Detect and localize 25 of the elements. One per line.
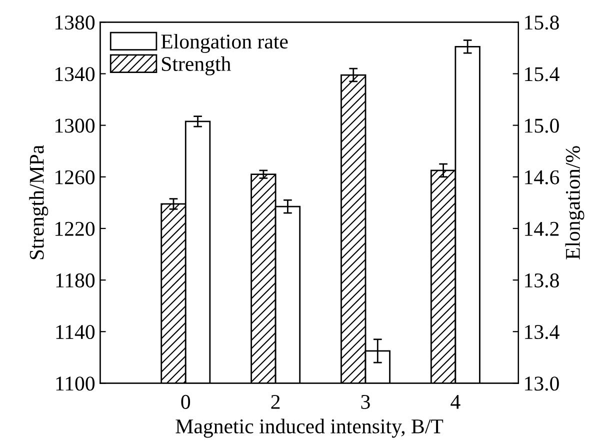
y2-tick-label: 15.4 <box>525 67 560 82</box>
x-axis-title: Magnetic induced intensity, B/T <box>176 418 444 438</box>
y-tick-label: 1300 <box>56 118 95 133</box>
y2-tick-label: 13.8 <box>525 273 559 288</box>
x-tick-label: 0 <box>181 394 190 409</box>
y-tick-label: 1340 <box>56 67 95 82</box>
y-tick-label: 1380 <box>56 16 95 30</box>
x-tick-label: 2 <box>271 394 280 409</box>
y2-axis-title: Elongation/% <box>565 146 584 260</box>
y2-tick-label: 13.4 <box>525 325 560 340</box>
y-tick-label: 1100 <box>56 376 95 391</box>
y2-tick-label: 13.0 <box>525 376 559 391</box>
legend-label: Elongation rate <box>161 34 288 53</box>
y-tick-label: 1260 <box>56 170 95 184</box>
y-tick-label: 1220 <box>56 222 95 236</box>
y2-tick-label: 14.6 <box>525 170 560 184</box>
y2-tick-label: 15.8 <box>525 16 559 30</box>
legend-label: Strength <box>162 56 231 76</box>
y-tick-label: 1140 <box>56 324 95 340</box>
x-tick-label: 3 <box>361 394 370 409</box>
y-axis-title: Strength/MPa <box>29 145 48 260</box>
y2-tick-label: 14.2 <box>525 222 559 236</box>
x-tick-label: 4 <box>450 395 460 409</box>
y2-tick-label: 15.0 <box>525 118 559 133</box>
y-tick-label: 1180 <box>56 273 95 288</box>
